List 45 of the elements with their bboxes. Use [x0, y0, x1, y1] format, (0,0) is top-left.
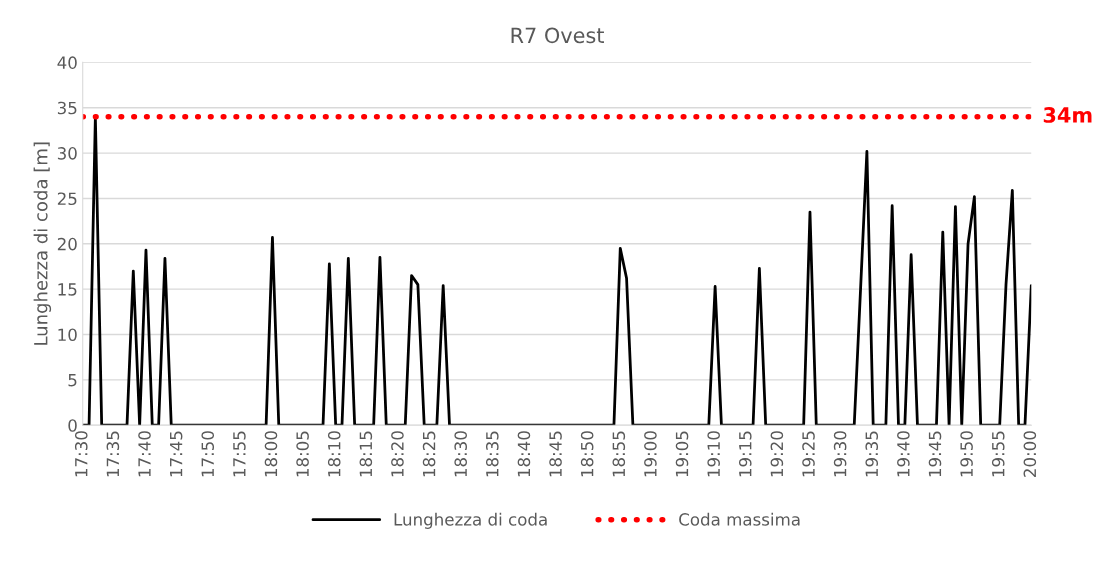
x-tick-label: 18:30: [454, 431, 467, 477]
x-tick-label: 17:35: [106, 431, 120, 477]
x-tick-label: 18:55: [612, 431, 626, 477]
x-tick-label: 19:20: [770, 431, 784, 477]
x-tick-label: 18:10: [327, 431, 341, 477]
y-tick-label: 35: [57, 101, 77, 115]
x-tick-label: 18:45: [549, 431, 562, 477]
x-tick-label: 18:40: [517, 431, 531, 477]
x-tick-label: 19:00: [644, 431, 657, 477]
x-tick-label: 17:40: [138, 431, 151, 477]
x-tick-label: 19:45: [928, 431, 942, 477]
x-tick-label: 17:30: [74, 431, 88, 477]
x-tick-label: 19:35: [865, 431, 879, 477]
x-tick-label: 19:10: [707, 431, 720, 477]
annotation: 34m: [1043, 107, 1092, 123]
y-tick-label: 30: [57, 147, 77, 160]
x-tick-label: 18:00: [264, 431, 278, 477]
y-tick-label: 0: [68, 419, 77, 432]
x-tick-label: 18:15: [359, 431, 373, 477]
x-tick-label: 17:55: [233, 431, 246, 477]
x-tick-label: 18:25: [422, 431, 436, 477]
legend-label: Lunghezza di coda: [394, 512, 547, 529]
x-tick-label: 19:05: [675, 431, 689, 477]
x-tick-label: 20:00: [1023, 431, 1037, 477]
x-tick-label: 19:40: [897, 431, 910, 477]
x-tick-label: 19:15: [738, 431, 752, 477]
y-axis-title: Lunghezza di coda [m]: [33, 142, 52, 345]
y-tick-label: 25: [57, 192, 77, 206]
x-tick-label: 19:25: [802, 431, 815, 477]
legend-label: Coda massima: [679, 512, 800, 526]
x-tick-label: 18:50: [580, 431, 594, 477]
x-tick-label: 17:45: [170, 431, 183, 477]
y-tick-label: 20: [57, 237, 77, 251]
y-tick-label: 5: [68, 374, 77, 387]
chart-title: R7 Ovest: [511, 27, 604, 44]
x-tick-label: 19:50: [960, 431, 973, 477]
x-tick-label: 18:20: [391, 431, 404, 477]
x-tick-label: 19:55: [991, 431, 1005, 477]
x-tick-label: 18:05: [296, 431, 309, 477]
x-tick-label: 19:30: [833, 431, 847, 477]
y-tick-label: 10: [58, 328, 77, 342]
y-tick-label: 40: [57, 56, 77, 69]
y-tick-label: 15: [58, 283, 77, 296]
x-tick-label: 18:35: [485, 431, 499, 477]
x-tick-label: 17:50: [201, 431, 215, 477]
